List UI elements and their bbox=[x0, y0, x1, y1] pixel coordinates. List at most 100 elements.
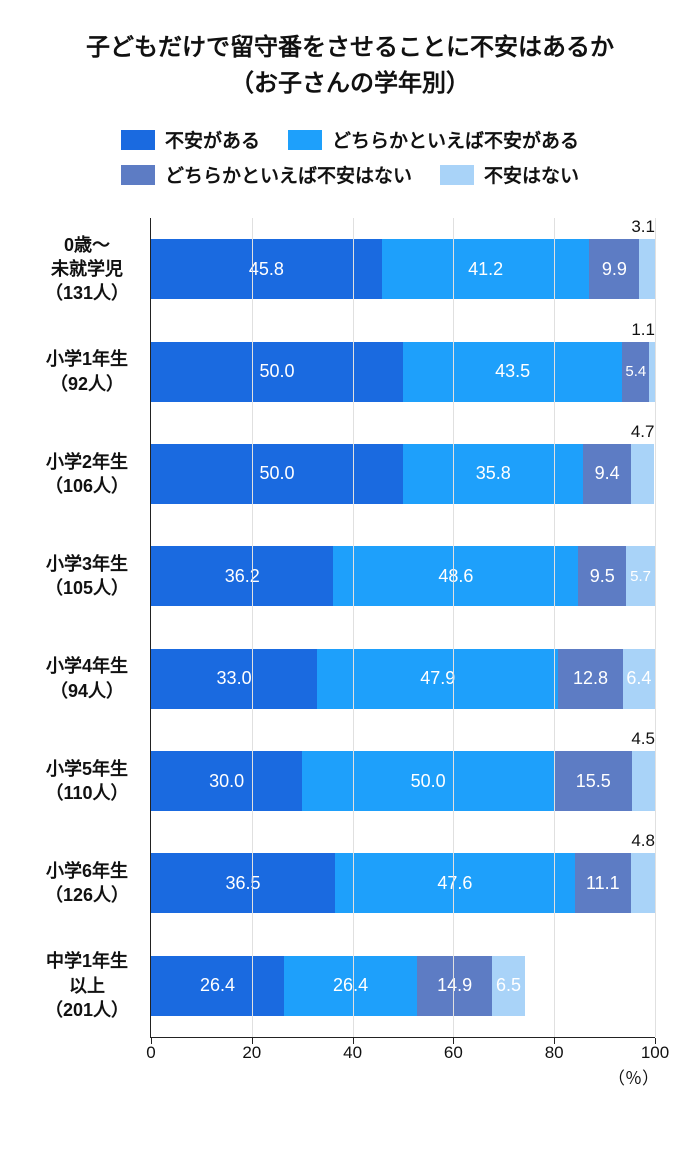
bar-segment: 47.6 bbox=[335, 853, 575, 913]
bar-segment: 4.5 bbox=[632, 751, 655, 811]
bar-value-label: 26.4 bbox=[333, 975, 368, 996]
bar-value-label: 9.4 bbox=[595, 463, 620, 484]
legend-item: どちらかといえば不安はない bbox=[121, 161, 412, 188]
bar-value-label: 30.0 bbox=[209, 771, 244, 792]
x-tick-label: 40 bbox=[343, 1043, 362, 1063]
legend-label: 不安がある bbox=[165, 126, 260, 153]
chart-row: 0歳～ 未就学児 （131人）45.841.29.93.1 bbox=[151, 218, 655, 320]
bar-value-callout: 3.1 bbox=[631, 217, 655, 237]
bar-value-label: 12.8 bbox=[573, 668, 608, 689]
bar-segment: 50.0 bbox=[151, 444, 403, 504]
x-tick-label: 20 bbox=[242, 1043, 261, 1063]
legend-label: どちらかといえば不安がある bbox=[332, 126, 579, 153]
bar-segment: 35.8 bbox=[403, 444, 583, 504]
bar-value-callout: 4.8 bbox=[631, 831, 655, 851]
bar-value-label: 9.5 bbox=[590, 566, 615, 587]
bar-value-label: 5.4 bbox=[625, 363, 646, 380]
legend-item: どちらかといえば不安がある bbox=[288, 126, 579, 153]
bar-value-label: 41.2 bbox=[468, 259, 503, 280]
bar-segment: 11.1 bbox=[575, 853, 631, 913]
bar-value-callout: 4.7 bbox=[631, 422, 655, 442]
bar-value-label: 26.4 bbox=[200, 975, 235, 996]
bar-segment: 33.0 bbox=[151, 649, 317, 709]
gridline bbox=[655, 218, 656, 1037]
bar-segment: 41.2 bbox=[382, 239, 590, 299]
chart-row: 小学1年生 （92人）50.043.55.41.1 bbox=[151, 320, 655, 422]
chart-row: 小学3年生 （105人）36.248.69.55.7 bbox=[151, 525, 655, 627]
row-label: 小学1年生 （92人） bbox=[31, 347, 151, 396]
stacked-bar: 50.0 35.8 9.4 4.7 bbox=[151, 444, 655, 504]
bar-segment: 9.5 bbox=[578, 546, 626, 606]
row-label: 小学6年生 （126人） bbox=[31, 859, 151, 908]
row-label: 中学1年生 以上 （201人） bbox=[31, 949, 151, 1022]
legend-swatch bbox=[121, 130, 155, 150]
legend-swatch bbox=[288, 130, 322, 150]
stacked-bar: 45.841.29.93.1 bbox=[151, 239, 655, 299]
legend-swatch bbox=[121, 165, 155, 185]
bar-segment: 6.4 bbox=[623, 649, 655, 709]
bar-segment: 45.8 bbox=[151, 239, 382, 299]
bar-segment: 36.5 bbox=[151, 853, 335, 913]
chart-title: 子どもだけで留守番をさせることに不安はあるか （お子さんの学年別） bbox=[30, 30, 670, 102]
bar-segment: 3.1 bbox=[639, 239, 655, 299]
bar-value-label: 50.0 bbox=[411, 771, 446, 792]
row-label: 小学5年生 （110人） bbox=[31, 757, 151, 806]
bar-value-label: 47.9 bbox=[420, 668, 455, 689]
bar-segment: 12.8 bbox=[558, 649, 622, 709]
x-tick-label: 100 bbox=[641, 1043, 669, 1063]
bar-value-label: 6.5 bbox=[496, 975, 521, 996]
bar-segment: 50.0 bbox=[151, 342, 403, 402]
bar-value-label: 14.9 bbox=[437, 975, 472, 996]
stacked-bar: 30.0 50.0 15.5 4.5 bbox=[151, 751, 655, 811]
bar-segment: 30.0 bbox=[151, 751, 302, 811]
row-label: 0歳～ 未就学児 （131人） bbox=[31, 233, 151, 306]
x-axis-unit: （％） bbox=[608, 1064, 659, 1089]
legend-label: 不安はない bbox=[484, 161, 579, 188]
bar-value-label: 5.7 bbox=[630, 568, 651, 585]
bar-rows: 0歳～ 未就学児 （131人）45.841.29.93.1小学1年生 （92人）… bbox=[151, 218, 655, 1037]
plot-area: 0歳～ 未就学児 （131人）45.841.29.93.1小学1年生 （92人）… bbox=[150, 218, 655, 1038]
chart-row: 小学4年生 （94人）33.047.912.86.4 bbox=[151, 628, 655, 730]
bar-value-label: 45.8 bbox=[249, 259, 284, 280]
bar-segment: 5.7 bbox=[626, 546, 655, 606]
bar-value-label: 47.6 bbox=[437, 873, 472, 894]
bar-segment: 43.5 bbox=[403, 342, 622, 402]
x-tick-label: 0 bbox=[146, 1043, 155, 1063]
row-label: 小学2年生 （106人） bbox=[31, 450, 151, 499]
bar-segment: 14.9 bbox=[417, 956, 492, 1016]
legend: 不安がある どちらかといえば不安があるどちらかといえば不安はない 不安はない bbox=[30, 126, 670, 188]
chart-row: 中学1年生 以上 （201人）26.426.414.96.5 bbox=[151, 935, 655, 1037]
x-tick-label: 80 bbox=[545, 1043, 564, 1063]
bar-value-callout: 1.1 bbox=[631, 320, 655, 340]
bar-value-label: 50.0 bbox=[259, 463, 294, 484]
stacked-bar-chart: 子どもだけで留守番をさせることに不安はあるか （お子さんの学年別） 不安があるど… bbox=[0, 0, 700, 1058]
bar-segment: 4.7 bbox=[631, 444, 655, 504]
bar-segment: 6.5 bbox=[492, 956, 525, 1016]
bar-value-label: 15.5 bbox=[576, 771, 611, 792]
title-line-1: 子どもだけで留守番をさせることに不安はあるか bbox=[86, 34, 614, 61]
gridline bbox=[353, 218, 354, 1037]
bar-value-label: 36.5 bbox=[225, 873, 260, 894]
row-label: 小学3年生 （105人） bbox=[31, 552, 151, 601]
bar-segment: 26.4 bbox=[284, 956, 417, 1016]
bar-segment: 15.5 bbox=[554, 751, 632, 811]
stacked-bar: 33.0 47.9 12.8 6.4 bbox=[151, 649, 655, 709]
bar-value-label: 11.1 bbox=[586, 873, 620, 894]
legend-label: どちらかといえば不安はない bbox=[165, 161, 412, 188]
bar-segment: 36.2 bbox=[151, 546, 333, 606]
bar-value-label: 36.2 bbox=[225, 566, 260, 587]
chart-row: 小学5年生 （110人）30.050.015.54.5 bbox=[151, 730, 655, 832]
bar-value-label: 50.0 bbox=[259, 361, 294, 382]
bar-value-label: 48.6 bbox=[438, 566, 473, 587]
title-line-2: （お子さんの学年別） bbox=[230, 70, 470, 97]
bar-segment: 48.6 bbox=[333, 546, 578, 606]
bar-value-label: 35.8 bbox=[476, 463, 511, 484]
bar-segment: 5.4 bbox=[622, 342, 649, 402]
chart-row: 小学6年生 （126人）36.547.611.14.8 bbox=[151, 832, 655, 934]
x-tick-label: 60 bbox=[444, 1043, 463, 1063]
chart-row: 小学2年生 （106人）50.035.89.44.7 bbox=[151, 423, 655, 525]
row-label: 小学4年生 （94人） bbox=[31, 654, 151, 703]
bar-segment: 50.0 bbox=[302, 751, 554, 811]
bar-value-callout: 4.5 bbox=[631, 729, 655, 749]
bar-value-label: 43.5 bbox=[495, 361, 530, 382]
